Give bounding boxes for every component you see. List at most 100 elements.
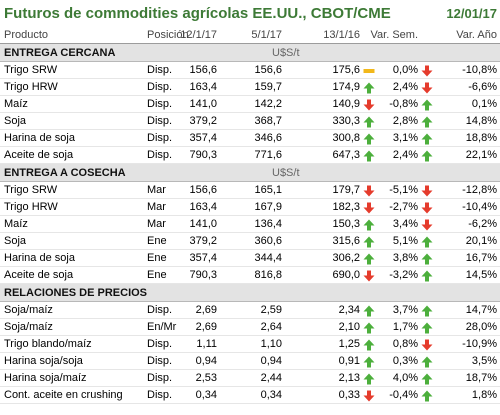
arrow-up-icon <box>421 116 433 128</box>
price-cell-date-2: 136,4 <box>254 218 282 230</box>
year-change-cell: 22,1% <box>465 149 497 161</box>
price-cell-date-2: 346,6 <box>254 132 282 144</box>
price-cell-date-1: 790,3 <box>189 149 217 161</box>
position-cell: Mar <box>147 201 166 213</box>
year-change-cell: 14,5% <box>465 269 497 281</box>
column-header-row: Producto Posición 12/1/17 5/1/17 13/1/16… <box>0 26 500 44</box>
col-header-product: Producto <box>4 29 49 41</box>
arrow-down-icon <box>421 65 433 77</box>
table-row: Trigo SRW Mar 156,6 165,1 179,7 -5,1% -12,8% <box>0 182 500 199</box>
arrow-up-icon <box>363 253 375 265</box>
product-cell: Soja <box>4 235 27 247</box>
week-change-cell: 3,8% <box>392 252 418 264</box>
price-cell-date-3: 1,25 <box>338 338 360 350</box>
price-cell-date-1: 2,69 <box>195 304 217 316</box>
week-change-cell: 0,8% <box>392 338 418 350</box>
position-cell: Mar <box>147 218 166 230</box>
table-row: Harina de soja Ene 357,4 344,4 306,2 3,8% 16,7… <box>0 250 500 267</box>
position-cell: Ene <box>147 269 167 281</box>
arrow-down-icon <box>363 202 375 214</box>
price-cell-date-2: 344,4 <box>254 252 282 264</box>
section-header: ENTREGA A COSECHA U$S/t <box>0 164 500 182</box>
week-change-cell: 0,0% <box>392 64 418 76</box>
section-unit: U$S/t <box>272 47 300 59</box>
arrow-down-icon <box>421 339 433 351</box>
week-change-cell: -5,1% <box>389 184 418 196</box>
price-cell-date-1: 357,4 <box>189 132 217 144</box>
section-title: ENTREGA CERCANA <box>4 47 116 59</box>
price-cell-date-3: 300,8 <box>332 132 360 144</box>
price-cell-date-1: 2,69 <box>195 321 217 333</box>
price-cell-date-2: 0,34 <box>260 389 282 401</box>
week-change-cell: 3,4% <box>392 218 418 230</box>
arrow-up-icon <box>363 236 375 248</box>
product-cell: Harina de soja <box>4 252 75 264</box>
arrow-up-icon <box>421 253 433 265</box>
title-bar: Futuros de commodities agrícolas EE.UU.,… <box>0 0 500 26</box>
arrow-up-icon <box>363 322 375 334</box>
year-change-cell: -12,8% <box>462 184 497 196</box>
arrow-up-icon <box>363 133 375 145</box>
year-change-cell: 14,8% <box>465 115 497 127</box>
arrow-up-icon <box>363 116 375 128</box>
price-cell-date-2: 2,44 <box>260 372 282 384</box>
week-change-cell: -3,2% <box>389 269 418 281</box>
week-change-cell: -2,7% <box>389 201 418 213</box>
price-cell-date-1: 379,2 <box>189 235 217 247</box>
week-change-cell: -0,4% <box>389 389 418 401</box>
price-cell-date-3: 647,3 <box>332 149 360 161</box>
price-cell-date-1: 379,2 <box>189 115 217 127</box>
price-cell-date-1: 156,6 <box>189 64 217 76</box>
arrow-up-icon <box>421 270 433 282</box>
price-cell-date-3: 2,13 <box>338 372 360 384</box>
position-cell: Ene <box>147 252 167 264</box>
col-header-position: Posición <box>147 29 189 41</box>
product-cell: Harina soja/maíz <box>4 372 87 384</box>
week-change-cell: 5,1% <box>392 235 418 247</box>
table-row: Soja Ene 379,2 360,6 315,6 5,1% 20,1% <box>0 233 500 250</box>
price-cell-date-3: 2,10 <box>338 321 360 333</box>
position-cell: Disp. <box>147 64 173 76</box>
price-cell-date-2: 2,64 <box>260 321 282 333</box>
price-cell-date-3: 306,2 <box>332 252 360 264</box>
week-change-cell: 2,4% <box>392 149 418 161</box>
page-title: Futuros de commodities agrícolas EE.UU.,… <box>4 4 391 22</box>
price-cell-date-1: 141,0 <box>189 218 217 230</box>
position-cell: Ene <box>147 235 167 247</box>
product-cell: Trigo blando/maíz <box>4 338 92 350</box>
position-cell: Disp. <box>147 149 173 161</box>
table-row: Maíz Disp. 141,0 142,2 140,9 -0,8% 0,1% <box>0 96 500 113</box>
price-cell-date-3: 150,3 <box>332 218 360 230</box>
price-cell-date-2: 167,9 <box>254 201 282 213</box>
arrow-up-icon <box>363 150 375 162</box>
arrow-down-icon <box>421 185 433 197</box>
col-header-year-change: Var. Año <box>456 29 497 41</box>
arrow-up-icon <box>363 82 375 94</box>
arrow-up-icon <box>363 219 375 231</box>
price-cell-date-3: 315,6 <box>332 235 360 247</box>
section-header: RELACIONES DE PRECIOS <box>0 284 500 302</box>
arrow-up-icon <box>363 356 375 368</box>
arrow-up-icon <box>363 339 375 351</box>
price-cell-date-3: 0,33 <box>338 389 360 401</box>
arrow-down-icon <box>421 202 433 214</box>
price-cell-date-2: 142,2 <box>254 98 282 110</box>
year-change-cell: -10,9% <box>462 338 497 350</box>
arrow-down-icon <box>363 185 375 197</box>
product-cell: Cont. aceite en crushing <box>4 389 123 401</box>
week-change-cell: -0,8% <box>389 98 418 110</box>
position-cell: Disp. <box>147 389 173 401</box>
product-cell: Maíz <box>4 218 28 230</box>
arrow-up-icon <box>421 99 433 111</box>
year-change-cell: 28,0% <box>465 321 497 333</box>
price-cell-date-2: 816,8 <box>254 269 282 281</box>
year-change-cell: 1,8% <box>471 389 497 401</box>
product-cell: Trigo SRW <box>4 184 58 196</box>
arrow-up-icon <box>421 390 433 402</box>
year-change-cell: 0,1% <box>471 98 497 110</box>
week-change-cell: 1,7% <box>392 321 418 333</box>
arrow-up-icon <box>421 322 433 334</box>
price-cell-date-3: 2,34 <box>338 304 360 316</box>
arrow-up-icon <box>421 150 433 162</box>
arrow-down-icon <box>421 219 433 231</box>
